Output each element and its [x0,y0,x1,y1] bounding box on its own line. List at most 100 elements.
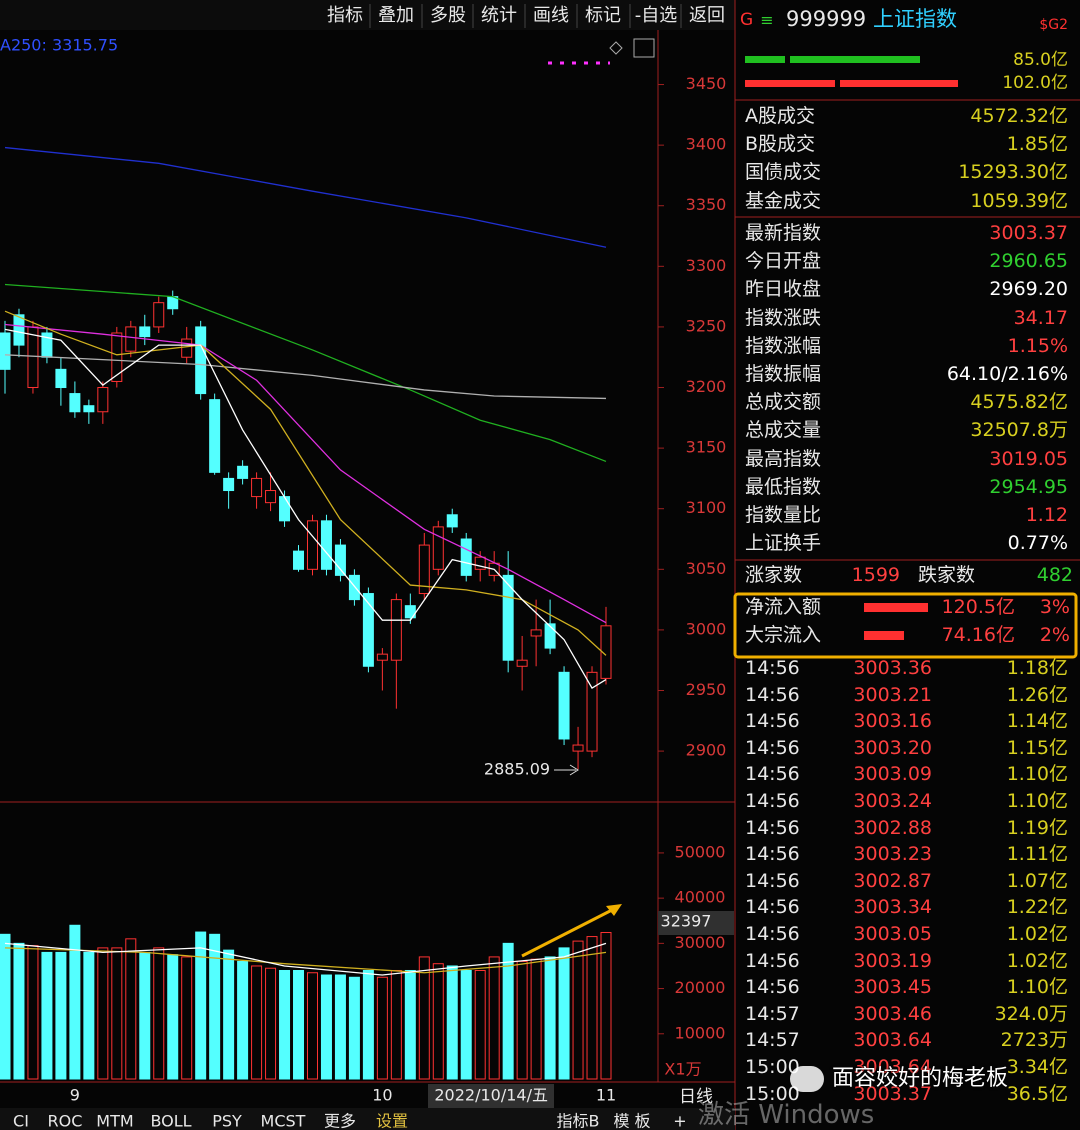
tab[interactable]: PSY [212,1112,242,1130]
candle-body [586,671,598,752]
volume-bar [502,942,514,1080]
flow-label: 净流入额 [745,596,822,618]
volume-bar [600,932,612,1080]
volume-bar [41,951,53,1080]
stat-label: 今日开盘 [745,250,822,273]
stat-value: 4572.32亿 [970,105,1068,127]
stat-value: 4575.82亿 [970,391,1068,414]
code-prefix: G [740,10,754,30]
stat-label: B股成交 [745,133,816,156]
candle-body [348,574,360,601]
volume-tick-label: 20000 [675,978,726,997]
tick-time: 14:56 [745,976,800,999]
toolbar-button[interactable]: 指标 [327,5,363,26]
menu[interactable]: ≡ [760,11,773,30]
volume-bar [516,960,528,1080]
current-volume-bg [658,911,734,935]
volume-bar [446,965,458,1080]
volume-tick-label: 50000 [675,842,726,861]
volume-bar [306,972,318,1080]
candle-body [97,387,109,413]
watermark-logo [790,1066,824,1092]
candle-body [237,465,249,479]
candle-body [544,623,556,649]
tab[interactable]: 更多 [324,1112,356,1130]
volume-bar [125,938,137,1080]
bar [840,80,958,87]
tick-price: 3003.64 [853,1056,932,1078]
toolbar-button[interactable]: 画线 [533,5,569,26]
tab[interactable]: CI [13,1112,29,1130]
stat-label: 最新指数 [745,222,822,244]
volume-bar [376,976,388,1080]
period[interactable]: 日线 [679,1087,713,1107]
stat-value: 34.17 [1013,306,1068,329]
flow-value: 120.5亿 [941,596,1015,618]
tick-price: 3003.16 [853,710,932,733]
stat-value: 3019.05 [989,447,1068,470]
candle-body [181,338,193,358]
volume-bar [83,951,95,1080]
arrow [521,908,613,958]
volume-bar [418,956,430,1080]
tab[interactable]: MTM [96,1112,133,1130]
toolbar-button[interactable]: -自选 [635,5,678,26]
tab[interactable]: 模 板 [613,1112,650,1130]
volume-bar [488,956,500,1080]
os-watermark: 激活 Windows [698,1100,875,1130]
tab[interactable]: BOLL [150,1112,191,1130]
candle-body [265,490,277,504]
tab[interactable]: + [673,1112,686,1130]
flow-label: 大宗流入 [745,624,822,646]
volume-bar [432,963,444,1080]
volume-bar [13,942,25,1080]
tick-time: 15:00 [745,1082,800,1105]
toolbar-button[interactable]: 返回 [689,5,725,26]
tick-volume: 1.10亿 [1006,976,1068,999]
candle-body [460,538,472,576]
volume-bar [530,958,542,1080]
ma-line [4,283,607,463]
volume-bar [0,933,11,1080]
stat-value: 2960.65 [989,250,1068,273]
volume-bar [97,947,109,1080]
tick-volume: 3.34亿 [1006,1056,1068,1078]
arrow-head [606,904,622,916]
stat-label: 上证换手 [745,532,822,555]
tick-price: 3003.45 [853,976,932,999]
toolbar-button[interactable]: 叠加 [378,5,414,26]
volume-bar [69,924,81,1080]
ma-line [4,942,607,976]
candle-body [474,556,486,570]
volume-bar [293,969,305,1080]
tick-time: 14:56 [745,843,800,866]
tab[interactable]: MCST [261,1112,306,1130]
code: 999999 [786,7,867,31]
volume-bar [209,933,221,1080]
tick-volume: 1.11亿 [1006,843,1068,866]
tick-price: 3003.34 [853,896,932,919]
toolbar-button[interactable]: 多股 [430,5,466,26]
icon[interactable] [609,41,623,55]
tick-volume: 1.07亿 [1006,869,1068,892]
candle-body [530,629,542,637]
toolbar-button[interactable]: 标记 [585,5,621,26]
candle-body [279,496,291,522]
candle-body [362,593,374,667]
highlight-box [733,592,1078,659]
ma-line [4,146,607,248]
ma-line [4,310,607,656]
tab[interactable]: ROC [48,1112,83,1130]
candle-body [195,326,207,395]
volume-bar [474,969,486,1080]
candle-body [320,520,332,570]
stat-value: 1.12 [1025,504,1068,526]
icon[interactable] [633,38,655,58]
tick-volume: 36.5亿 [1006,1082,1068,1105]
tabbar-bg [0,1108,735,1130]
x-tick-label: 9 [70,1086,80,1105]
tick-price: 3003.37 [853,1082,932,1105]
toolbar-button[interactable]: 统计 [481,5,517,26]
tab[interactable]: 指标B [557,1112,600,1130]
tab[interactable]: 设置 [376,1112,408,1130]
